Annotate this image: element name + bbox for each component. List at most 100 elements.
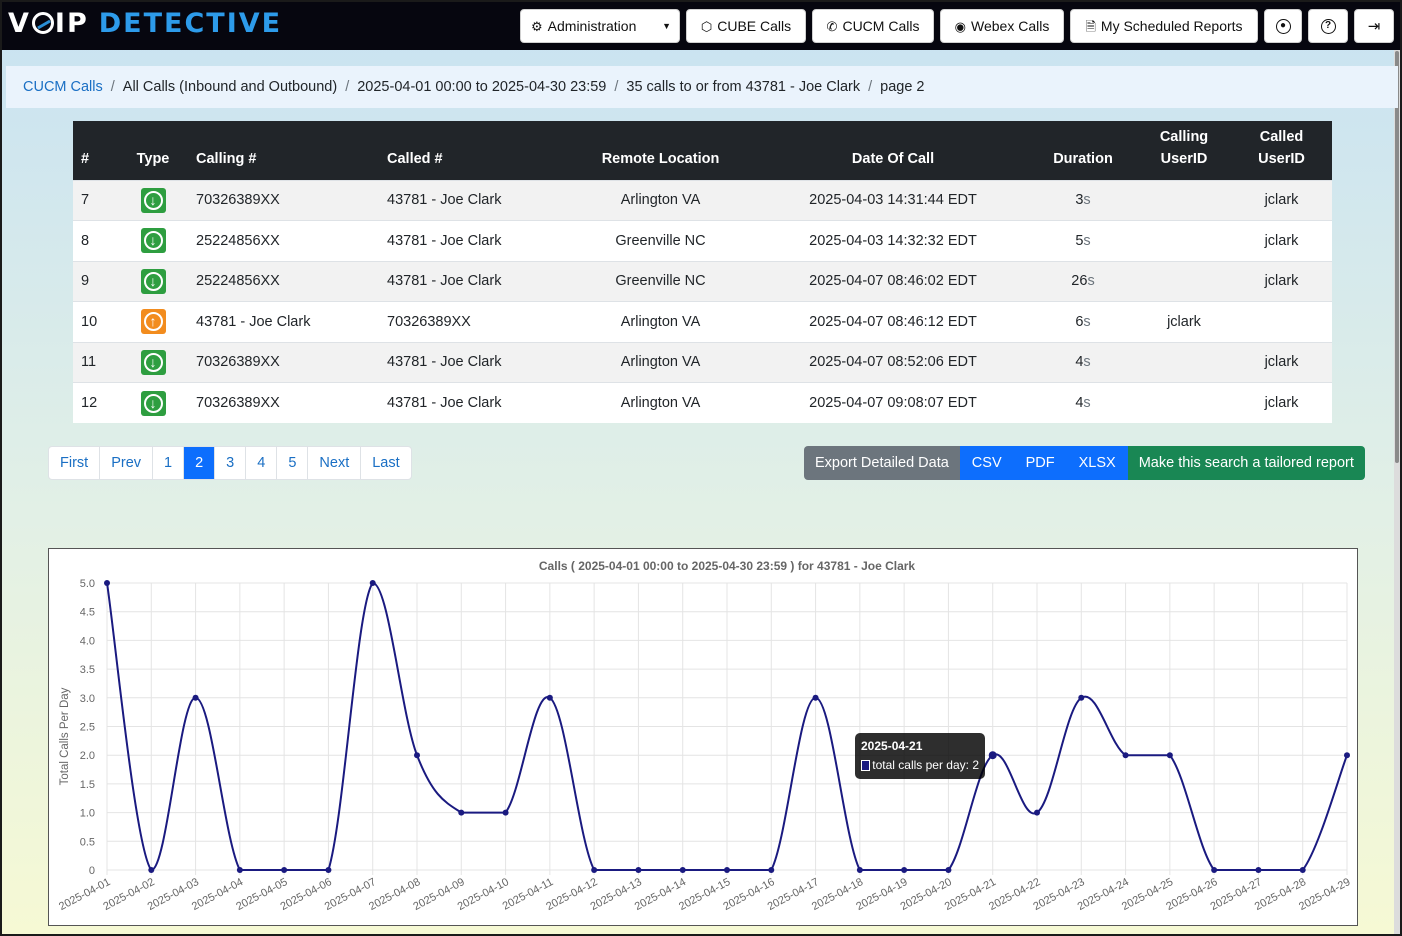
cube-calls-button[interactable]: ⬡ CUBE Calls — [686, 9, 806, 43]
cell-num: 12 — [73, 382, 118, 423]
caret-down-icon: ▼ — [662, 21, 671, 31]
page-next-link[interactable]: Next — [308, 447, 362, 479]
data-point — [901, 867, 908, 873]
breadcrumb-cucm-calls-link[interactable]: CUCM Calls — [23, 79, 103, 95]
cell-num: 10 — [73, 301, 118, 342]
header-type[interactable]: Type — [118, 121, 188, 180]
cell-duration: 5s — [1029, 220, 1137, 261]
page-first-link[interactable]: First — [49, 447, 101, 479]
cell-calling-userid: jclark — [1137, 301, 1231, 342]
duration-value: 4 — [1075, 395, 1084, 411]
voip-detective-logo[interactable]: V IP DETECTIVE — [8, 8, 283, 39]
breadcrumb: CUCM Calls / All Calls (Inbound and Outb… — [6, 66, 1398, 108]
header-duration[interactable]: Duration — [1029, 121, 1137, 180]
export-pdf-button[interactable]: PDF — [1013, 446, 1067, 480]
data-point — [1166, 752, 1173, 759]
webex-calls-button[interactable]: ◉ Webex Calls — [940, 9, 1064, 43]
export-xlsx-button[interactable]: XLSX — [1066, 446, 1128, 480]
y-tick-label: 4.0 — [80, 635, 95, 647]
inbound-call-icon: ↓ — [140, 349, 166, 375]
cell-type: ↑ — [118, 301, 188, 342]
page-prev-link[interactable]: Prev — [100, 447, 154, 479]
duration-value: 5 — [1075, 232, 1084, 249]
calls-table: # Type Calling # Called # Remote Locatio… — [73, 121, 1332, 423]
cell-calling-userid — [1137, 179, 1231, 221]
y-axis-label: Total Calls Per Day — [59, 687, 71, 785]
header-calling-userid[interactable]: Calling UserID — [1137, 121, 1231, 180]
scrollbar-track[interactable] — [1394, 50, 1400, 934]
header-called-userid-line1: Called — [1259, 128, 1304, 145]
cell-calling: 70326389XX — [188, 179, 379, 221]
scheduled-reports-label: My Scheduled Reports — [1100, 18, 1243, 34]
breadcrumb-separator: / — [345, 79, 350, 95]
cube-icon: ⬡ — [700, 18, 713, 34]
logout-button[interactable]: ⇥ — [1354, 9, 1394, 43]
page-3-link[interactable]: 3 — [215, 447, 247, 479]
account-button[interactable]: ● — [1264, 9, 1302, 43]
cell-duration: 4s — [1029, 341, 1137, 383]
cell-type: ↓ — [118, 179, 188, 221]
record-circle-icon: ◉ — [954, 18, 966, 34]
cell-remote-location: Arlington VA — [564, 179, 757, 221]
chart-tooltip: 2025-04-21 total calls per day: 2 — [855, 733, 985, 779]
cell-calling: 70326389XX — [188, 382, 379, 423]
cell-num: 7 — [73, 179, 118, 221]
cell-called: 43781 - Joe Clark — [379, 260, 564, 302]
cell-type: ↓ — [118, 260, 188, 302]
header-calling[interactable]: Calling # — [188, 121, 379, 180]
duration-unit: s — [1083, 354, 1091, 371]
header-date-of-call[interactable]: Date Of Call — [757, 121, 1029, 180]
data-point — [1034, 809, 1040, 816]
my-scheduled-reports-button[interactable]: 🗎 My Scheduled Reports — [1070, 9, 1258, 43]
cell-type: ↓ — [118, 382, 188, 423]
page-last-link[interactable]: Last — [372, 455, 400, 471]
data-point — [458, 809, 465, 816]
y-tick-label: 1.0 — [80, 808, 95, 820]
tooltip-title: 2025-04-21 — [861, 739, 923, 753]
header-called-userid[interactable]: Called UserID — [1231, 121, 1332, 180]
help-button[interactable]: ? — [1308, 9, 1348, 43]
cell-calling: 25224856XX — [188, 260, 379, 302]
inbound-call-icon: ↓ — [140, 228, 166, 254]
duration-value: 3 — [1075, 192, 1084, 209]
data-point — [325, 867, 332, 873]
export-csv-button[interactable]: CSV — [959, 446, 1014, 480]
scrollbar-thumb[interactable] — [1395, 51, 1399, 463]
page-5-link[interactable]: 5 — [277, 447, 309, 479]
page-2-link-current[interactable]: 2 — [184, 447, 216, 479]
cell-calling-userid — [1137, 260, 1231, 302]
user-circle-icon: ● — [1275, 18, 1291, 34]
data-point — [236, 867, 243, 873]
data-point — [546, 694, 553, 701]
cell-called-userid: jclark — [1231, 382, 1332, 423]
data-point — [369, 580, 376, 586]
cell-num: 11 — [73, 341, 118, 383]
y-tick-label: 2.0 — [80, 750, 95, 762]
header-remote-location[interactable]: Remote Location — [564, 121, 757, 180]
duration-value: 26 — [1071, 273, 1088, 290]
y-tick-label: 0.5 — [80, 836, 95, 848]
cell-date-of-call: 2025-04-07 09:08:07 EDT — [757, 382, 1029, 423]
question-circle-icon: ? — [1320, 18, 1336, 34]
page-1-link[interactable]: 1 — [153, 447, 185, 479]
y-tick-label: 3.5 — [80, 664, 95, 676]
cell-called-userid: jclark — [1231, 179, 1332, 221]
header-called[interactable]: Called # — [379, 121, 564, 180]
cell-called-userid: jclark — [1231, 341, 1332, 383]
cell-date-of-call: 2025-04-03 14:32:32 EDT — [757, 220, 1029, 261]
cell-date-of-call: 2025-04-07 08:46:02 EDT — [757, 260, 1029, 302]
cube-calls-label: CUBE Calls — [717, 18, 792, 34]
page-4-link[interactable]: 4 — [246, 447, 278, 479]
administration-dropdown-button[interactable]: ⚙ Administration ▼ — [520, 9, 680, 43]
tailored-report-button[interactable]: Make this search a tailored report — [1127, 446, 1365, 480]
phone-icon: ✆ — [826, 18, 838, 34]
table-row: 10 ↑ 43781 - Joe Clark 70326389XX Arlington … — [73, 301, 1332, 342]
cucm-calls-button[interactable]: ✆ CUCM Calls — [812, 9, 934, 43]
calls-per-day-chart[interactable]: Calls ( 2025-04-01 00:00 to 2025-04-30 2… — [48, 548, 1358, 926]
inbound-call-icon: ↓ — [140, 268, 166, 294]
y-tick-label: 0 — [89, 865, 95, 877]
header-num[interactable]: # — [73, 121, 118, 180]
data-point — [1211, 867, 1218, 873]
cell-duration: 6s — [1029, 301, 1137, 342]
data-point — [1344, 752, 1350, 759]
